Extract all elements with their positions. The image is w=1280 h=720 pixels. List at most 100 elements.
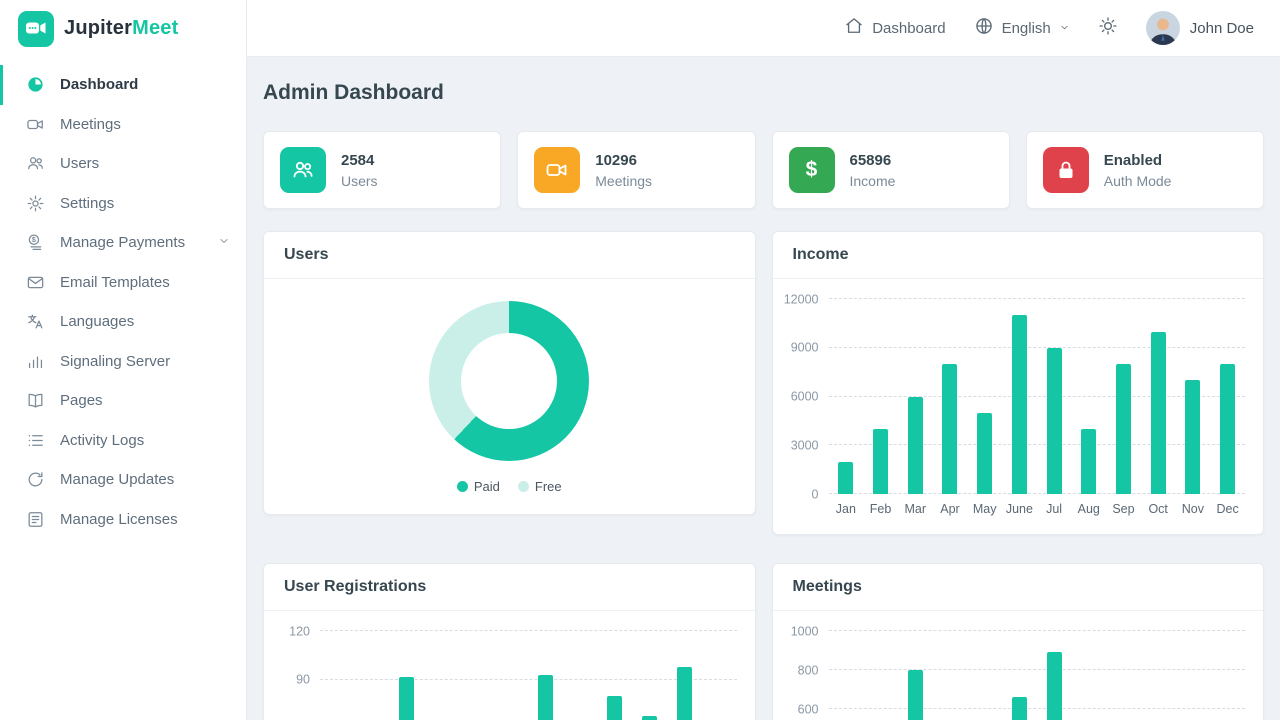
logo[interactable]: JupiterMeet [0,0,246,57]
bar-Nov [676,666,692,720]
registrations-chart-card: User Registrations 0306090120JanFebMarAp… [263,563,756,720]
y-tick-label: 90 [296,672,310,687]
plot-area [828,298,1245,494]
x-tick-label: Apr [940,502,960,516]
x-tick-label: Jan [835,502,856,516]
translate-icon [25,312,45,332]
donut-legend: Paid Free [456,479,562,494]
sidebar-item-label: Languages [60,313,135,331]
brand-accent: Meet [132,17,179,39]
card-header: Income [772,232,1263,279]
sidebar-item-manage-payments[interactable]: $ Manage Payments [0,223,246,263]
stat-cards: 2584 Users 10296 Meetings $ [263,131,1264,209]
sidebar-item-dashboard[interactable]: Dashboard [0,65,246,105]
stat-card-users: 2584 Users [263,131,502,209]
bar-Aug [1081,429,1097,494]
stat-card-income: $ 65896 Income [771,131,1010,209]
home-icon [844,16,864,40]
registrations-bar-chart: 0306090120JanFebMarAprMayJuneJulAugSepOc… [264,611,755,720]
topbar-dashboard-link[interactable]: Dashboard [844,16,946,40]
sidebar-item-label: Manage Payments [60,234,186,252]
meetings-chart-card: Meetings 02004006008001000JanFebMarAprMa… [771,563,1264,720]
sidebar-item-label: Signaling Server [60,352,171,370]
sun-icon [1098,16,1118,40]
sidebar-item-email-templates[interactable]: Email Templates [0,263,246,303]
y-tick-label: 3000 [790,438,819,452]
plot-area [320,630,737,720]
sidebar-item-settings[interactable]: Settings [0,184,246,224]
dashboard-icon [25,75,45,95]
x-tick-label: May [972,502,997,516]
sidebar-item-label: Activity Logs [60,431,145,449]
sidebar-item-manage-updates[interactable]: Manage Updates [0,460,246,500]
stat-label: Users [341,172,378,189]
legend-item-free: Free [517,479,562,494]
page-title: Admin Dashboard [263,81,444,104]
sidebar-item-meetings[interactable]: Meetings [0,105,246,145]
sidebar-item-manage-licenses[interactable]: Manage Licenses [0,500,246,540]
main-area: Dashboard English John Doe Admin Dashboa… [247,0,1280,720]
users-donut-body: Paid Free [264,279,755,514]
x-tick-label: Dec [1216,502,1239,516]
bar-Jul [1046,347,1062,494]
bar-Sep [607,696,623,720]
gridline [828,669,1245,670]
x-tick-label: June [1005,502,1033,516]
bar-Mar [907,670,923,720]
sidebar-item-users[interactable]: Users [0,144,246,184]
sidebar: JupiterMeet Dashboard Meetings Users Set… [0,0,247,720]
x-tick-label: Nov [1181,502,1204,516]
sidebar-menu: Dashboard Meetings Users Settings $ Mana… [0,57,246,539]
dollar-stat-icon: $ [788,147,835,193]
gridline [828,298,1245,299]
sidebar-item-activity-logs[interactable]: Activity Logs [0,421,246,461]
svg-text:$: $ [31,236,35,244]
bar-Mar [399,676,415,720]
bar-Dec [1220,364,1236,494]
stat-label: Income [849,172,896,189]
bar-Oct [642,715,658,720]
stat-card-auth-mode: Enabled Auth Mode [1025,131,1264,209]
logo-text: JupiterMeet [64,17,178,40]
user-menu[interactable]: John Doe [1145,11,1254,45]
gridline [828,708,1245,709]
theme-toggle[interactable] [1098,16,1118,40]
y-tick-label: 800 [797,662,819,677]
refresh-icon [25,470,45,490]
sidebar-item-languages[interactable]: Languages [0,302,246,342]
x-tick-label: Feb [869,502,892,516]
x-tick-label: Jul [1046,502,1063,516]
bar-Apr [942,364,958,494]
lock-stat-icon [1042,147,1089,193]
list-icon [25,430,45,450]
card-header: Users [264,232,755,279]
x-tick-label: Sep [1112,502,1135,516]
bar-June [1011,697,1027,720]
bar-Jul [1046,652,1062,720]
gridline [828,493,1245,494]
sidebar-item-label: Email Templates [60,273,170,291]
x-tick-label: Mar [904,502,927,516]
bar-Nov [1185,380,1201,494]
users-donut-chart [429,301,590,461]
sidebar-item-pages[interactable]: Pages [0,381,246,421]
language-selector[interactable]: English [974,16,1070,40]
bar-Feb [873,429,889,494]
book-icon [25,391,45,411]
y-tick-label: 120 [289,623,310,638]
stat-label: Meetings [595,172,653,189]
income-bar-chart: 0 3000 6000 9000 12000 Jan Feb Mar Apr May June Jul… [773,279,1264,534]
legend-dot [517,481,529,492]
y-tick-label: 0 [811,486,819,501]
topbar-dashboard-label: Dashboard [872,19,946,37]
bar-Jul [538,674,554,720]
users-icon [25,154,45,174]
avatar [1145,11,1180,45]
sidebar-item-signaling-server[interactable]: Signaling Server [0,342,246,382]
envelope-icon [25,272,45,292]
y-tick-label: 12000 [783,291,819,306]
globe-icon [974,16,994,40]
stat-value: 10296 [595,151,637,169]
gridline [828,444,1245,446]
